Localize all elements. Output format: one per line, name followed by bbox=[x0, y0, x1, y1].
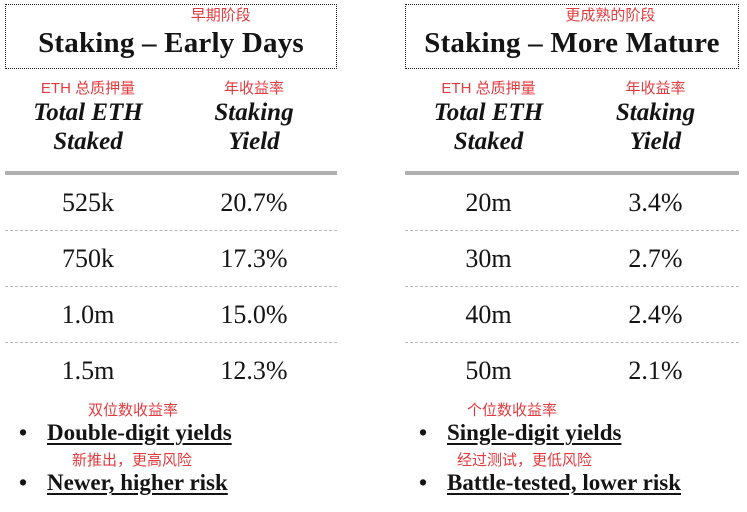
bullet-text: Single-digit yields bbox=[447, 420, 622, 445]
title-box-early-days: 早期阶段 Staking – Early Days bbox=[5, 4, 337, 69]
cell-staking-yield: 15.0% bbox=[220, 299, 288, 329]
bullet-text: Newer, higher risk bbox=[47, 470, 228, 495]
bullet-text: Double-digit yields bbox=[47, 420, 232, 445]
bullet-marker: • bbox=[19, 420, 28, 445]
cell-total-eth-staked: 40m bbox=[465, 299, 512, 329]
column-label-line2: Staked bbox=[453, 128, 524, 155]
cell-staking-yield: 20.7% bbox=[220, 187, 288, 217]
column-annotation-cn: 年收益率 bbox=[223, 80, 284, 97]
panel-early-days: 早期阶段 Staking – Early Days ETH 总质押量 Total… bbox=[5, 0, 337, 496]
data-table: 20m 3.4% 30m 2.7% 40m 2.4% 50m 2.1% bbox=[405, 175, 739, 399]
bullet-marker: • bbox=[419, 420, 428, 445]
header-divider bbox=[5, 171, 337, 175]
cell-total-eth-staked: 1.0m bbox=[61, 299, 115, 329]
cell-total-eth-staked: 1.5m bbox=[61, 356, 115, 385]
cell-staking-yield: 3.4% bbox=[628, 187, 683, 217]
bullet-item: • Battle-tested, lower risk bbox=[405, 469, 739, 496]
table-row: 40m 2.4% bbox=[405, 287, 739, 343]
bullet-item: • Single-digit yields bbox=[405, 419, 739, 446]
panel-more-mature: 更成熟的阶段 Staking – More Mature ETH 总质押量 To… bbox=[405, 0, 739, 496]
table-row: 50m 2.1% bbox=[405, 343, 739, 399]
cell-total-eth-staked: 30m bbox=[465, 243, 512, 273]
column-label-line1: Total ETH bbox=[33, 99, 143, 126]
column-annotation-cn: ETH 总质押量 bbox=[441, 80, 536, 97]
title-box-more-mature: 更成熟的阶段 Staking – More Mature bbox=[405, 4, 739, 69]
bullet-item: • Newer, higher risk bbox=[5, 469, 337, 496]
bullet-annotation-cn: 双位数收益率 bbox=[88, 402, 179, 419]
table-row: 1.5m 12.3% bbox=[5, 343, 337, 399]
data-table: 525k 20.7% 750k 17.3% 1.0m 15.0% 1.5m 12… bbox=[5, 175, 337, 399]
bullet-text: Battle-tested, lower risk bbox=[447, 470, 681, 495]
bullet-marker: • bbox=[419, 470, 428, 495]
column-header-total-eth-staked: ETH 总质押量 Total ETH Staked bbox=[405, 80, 572, 156]
bullet-annotation-cn: 经过测试，更低风险 bbox=[457, 452, 593, 469]
bullet-list: 个位数收益率 • Single-digit yields 经过测试，更低风险 • B… bbox=[405, 402, 739, 496]
column-header-total-eth-staked: ETH 总质押量 Total ETH Staked bbox=[5, 80, 171, 156]
panel-title: Staking – Early Days bbox=[38, 27, 304, 59]
table-row: 525k 20.7% bbox=[5, 175, 337, 231]
column-header-staking-yield: 年收益率 Staking Yield bbox=[572, 80, 739, 156]
column-label-line1: Total ETH bbox=[433, 99, 544, 126]
bullet-marker: • bbox=[19, 470, 28, 495]
bullet-annotation-cn: 个位数收益率 bbox=[467, 402, 558, 419]
cell-staking-yield: 2.1% bbox=[628, 356, 683, 385]
cell-staking-yield: 17.3% bbox=[220, 243, 288, 273]
column-label: Staking Yield bbox=[572, 98, 739, 156]
title-annotation-cn: 早期阶段 bbox=[190, 7, 251, 24]
bullet-list: 双位数收益率 • Double-digit yields 新推出，更高风险 • Ne… bbox=[5, 402, 337, 496]
cell-staking-yield: 2.4% bbox=[628, 299, 683, 329]
column-label-line2: Yield bbox=[629, 128, 682, 155]
cell-total-eth-staked: 50m bbox=[465, 356, 512, 385]
column-headers: ETH 总质押量 Total ETH Staked 年收益率 Staking Y… bbox=[405, 80, 739, 156]
table-row: 750k 17.3% bbox=[5, 231, 337, 287]
bullet-item: • Double-digit yields bbox=[5, 419, 337, 446]
column-label-line1: Staking bbox=[214, 99, 294, 126]
column-label-line2: Yield bbox=[228, 128, 280, 155]
title-annotation-cn: 更成熟的阶段 bbox=[565, 7, 656, 24]
column-annotation-cn: 年收益率 bbox=[625, 80, 686, 97]
table-row: 1.0m 15.0% bbox=[5, 287, 337, 343]
cell-staking-yield: 2.7% bbox=[628, 243, 683, 273]
column-headers: ETH 总质押量 Total ETH Staked 年收益率 Staking Y… bbox=[5, 80, 337, 156]
column-header-staking-yield: 年收益率 Staking Yield bbox=[171, 80, 337, 156]
cell-staking-yield: 12.3% bbox=[220, 356, 288, 385]
cell-total-eth-staked: 525k bbox=[62, 187, 114, 217]
table-row: 20m 3.4% bbox=[405, 175, 739, 231]
column-annotation-cn: ETH 总质押量 bbox=[40, 80, 136, 97]
column-label-line2: Staked bbox=[53, 128, 123, 155]
panel-title: Staking – More Mature bbox=[424, 27, 720, 59]
column-label: Staking Yield bbox=[171, 98, 337, 156]
table-row: 30m 2.7% bbox=[405, 231, 739, 287]
header-divider bbox=[405, 171, 739, 175]
column-label: Total ETH Staked bbox=[405, 98, 572, 156]
column-label: Total ETH Staked bbox=[5, 98, 171, 156]
cell-total-eth-staked: 750k bbox=[62, 243, 114, 273]
cell-total-eth-staked: 20m bbox=[465, 187, 512, 217]
column-label-line1: Staking bbox=[615, 99, 696, 126]
bullet-annotation-cn: 新推出，更高风险 bbox=[72, 452, 193, 469]
